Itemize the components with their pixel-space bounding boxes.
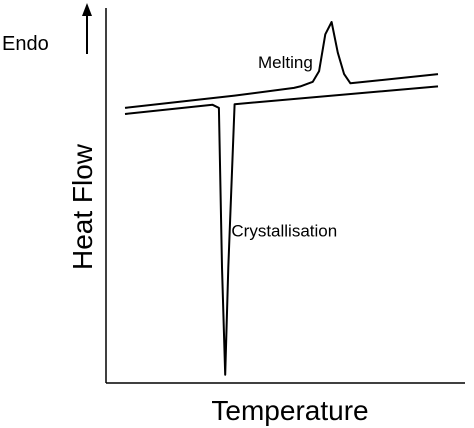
annotation-melting: Melting	[258, 53, 313, 72]
annotation-layer: Melting Crystallisation	[231, 53, 337, 241]
series-layer	[124, 21, 439, 376]
annotation-crystallisation: Crystallisation	[231, 222, 337, 241]
x-axis-label: Temperature	[211, 395, 368, 426]
endo-label: Endo	[2, 33, 49, 55]
y-axis-label: Heat Flow	[67, 143, 98, 270]
endo-arrow-head-icon	[82, 3, 92, 16]
series-line-lower	[124, 85, 439, 376]
series-line-upper	[124, 21, 439, 109]
